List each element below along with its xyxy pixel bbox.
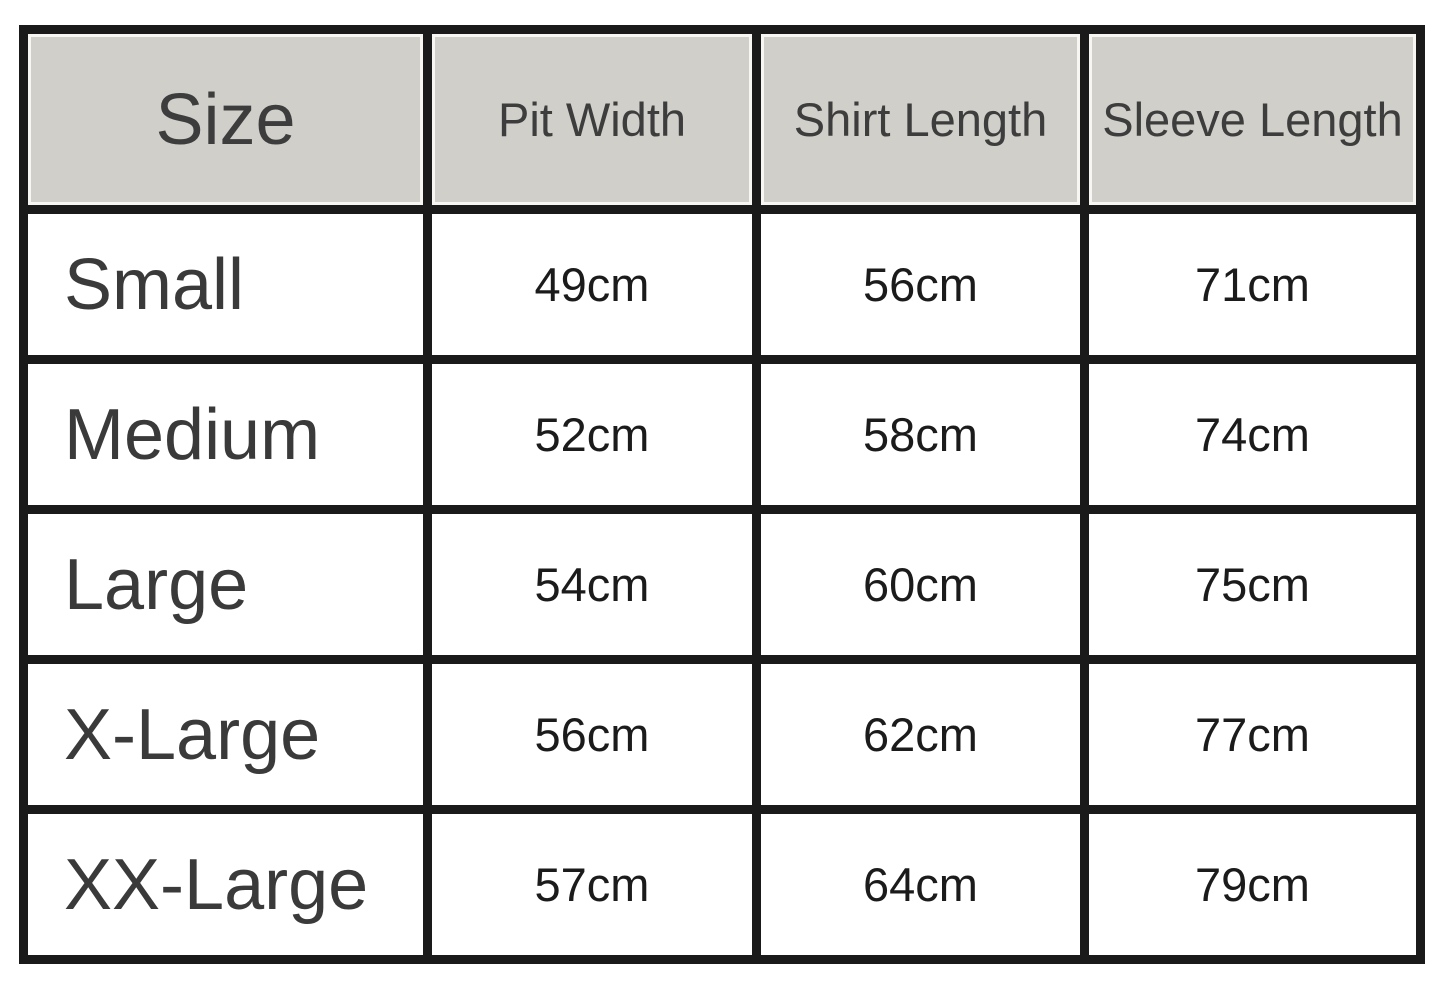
row-label: XX-Large bbox=[19, 805, 432, 964]
cell-value: 56cm bbox=[423, 655, 761, 814]
header-row: Size Pit Width Shirt Length Sleeve Lengt… bbox=[19, 25, 1425, 214]
cell-value: 79cm bbox=[1080, 805, 1425, 964]
row-label: X-Large bbox=[19, 655, 432, 814]
table-row-xx-large: XX-Large 57cm 64cm 79cm bbox=[19, 805, 1425, 964]
size-chart: Size Pit Width Shirt Length Sleeve Lengt… bbox=[19, 25, 1425, 964]
table-row-x-large: X-Large 56cm 62cm 77cm bbox=[19, 655, 1425, 814]
table-row-large: Large 54cm 60cm 75cm bbox=[19, 505, 1425, 664]
cell-value: 57cm bbox=[423, 805, 761, 964]
column-header-size: Size bbox=[19, 25, 432, 214]
cell-value: 62cm bbox=[752, 655, 1089, 814]
column-header-sleeve-length: Sleeve Length bbox=[1080, 25, 1425, 214]
table-row-small: Small 49cm 56cm 71cm bbox=[19, 205, 1425, 364]
cell-value: 64cm bbox=[752, 805, 1089, 964]
cell-value: 60cm bbox=[752, 505, 1089, 664]
row-label: Small bbox=[19, 205, 432, 364]
column-header-pit-width: Pit Width bbox=[423, 25, 761, 214]
cell-value: 54cm bbox=[423, 505, 761, 664]
row-label: Large bbox=[19, 505, 432, 664]
cell-value: 56cm bbox=[752, 205, 1089, 364]
size-chart-table: Size Pit Width Shirt Length Sleeve Lengt… bbox=[19, 25, 1425, 964]
cell-value: 52cm bbox=[423, 355, 761, 514]
cell-value: 75cm bbox=[1080, 505, 1425, 664]
table-row-medium: Medium 52cm 58cm 74cm bbox=[19, 355, 1425, 514]
cell-value: 58cm bbox=[752, 355, 1089, 514]
cell-value: 71cm bbox=[1080, 205, 1425, 364]
column-header-shirt-length: Shirt Length bbox=[752, 25, 1089, 214]
cell-value: 49cm bbox=[423, 205, 761, 364]
row-label: Medium bbox=[19, 355, 432, 514]
cell-value: 74cm bbox=[1080, 355, 1425, 514]
cell-value: 77cm bbox=[1080, 655, 1425, 814]
